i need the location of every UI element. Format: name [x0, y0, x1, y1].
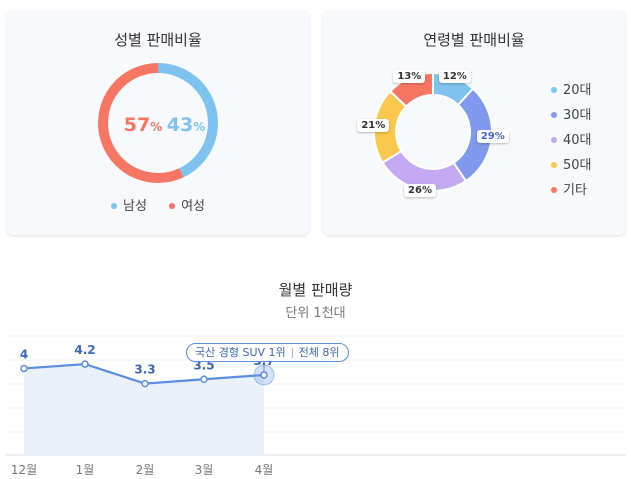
legend-label: 50대	[563, 158, 592, 173]
age-pct-label: 26%	[404, 184, 436, 198]
data-label: 3.3	[134, 363, 155, 377]
age-pct-label: 29%	[476, 130, 509, 144]
legend-dot-icon	[551, 136, 557, 143]
legend-item-age[interactable]: 40대	[551, 133, 592, 158]
line-area-fill	[24, 364, 264, 455]
x-tick-label: 3월	[195, 463, 214, 477]
gender-legend: 남성 여성	[7, 195, 309, 214]
age-chart-title: 연령별 판매비율	[423, 31, 525, 49]
data-label: 4	[20, 347, 28, 361]
data-point[interactable]	[260, 371, 268, 379]
data-point[interactable]	[81, 360, 89, 368]
data-label: 4.2	[74, 343, 95, 357]
legend-item-age[interactable]: 50대	[551, 158, 592, 183]
gender-chart-title: 성별 판매비율	[114, 31, 202, 49]
legend-label-female: 여성	[181, 199, 205, 214]
data-point[interactable]	[141, 379, 149, 388]
female-dot-icon	[169, 202, 176, 209]
rank-badge-segment: 국산 경형 SUV 1위	[195, 346, 286, 359]
legend-dot-icon	[551, 161, 557, 168]
x-tick-label: 4월	[255, 463, 274, 477]
rank-badge: 국산 경형 SUV 1위 전체 8위	[186, 343, 349, 362]
x-tick-label: 1월	[76, 463, 95, 477]
legend-label: 20대	[563, 83, 592, 98]
legend-label-male: 남성	[123, 199, 147, 214]
legend-item-age[interactable]: 기타	[551, 183, 592, 208]
legend-item-male[interactable]: 남성	[111, 195, 147, 214]
age-pct-label: 12%	[438, 69, 471, 83]
legend-item-female[interactable]: 여성	[169, 195, 205, 214]
legend-label: 40대	[563, 133, 592, 148]
legend-dot-icon	[551, 111, 557, 118]
rank-badge-total: 전체 8위	[298, 346, 340, 359]
legend-dot-icon	[551, 186, 557, 193]
x-tick-label: 12월	[11, 463, 37, 477]
badge-divider	[291, 348, 293, 358]
age-pct-label: 13%	[393, 70, 426, 84]
legend-label: 기타	[563, 183, 587, 198]
age-donut-chart	[373, 71, 493, 192]
legend-item-age[interactable]: 30대	[551, 108, 592, 133]
gender-donut-chart: 57% 43%	[98, 63, 219, 183]
monthly-chart-unit: 단위 1천대	[285, 306, 346, 321]
legend-dot-icon	[551, 86, 557, 93]
gender-slice-female[interactable]	[98, 63, 184, 183]
data-point[interactable]	[20, 364, 28, 373]
male-dot-icon	[111, 202, 117, 209]
data-point[interactable]	[200, 375, 208, 384]
age-pct-label: 21%	[357, 118, 390, 132]
legend-item-age[interactable]: 20대	[551, 83, 592, 108]
gender-ratio-card: 성별 판매비율 57% 43% 남성 여성	[7, 11, 309, 235]
legend-label: 30대	[563, 108, 592, 123]
monthly-chart-title: 월별 판매량	[278, 281, 353, 299]
gender-slice-male[interactable]	[158, 63, 219, 178]
male-pct-label: 43%	[167, 114, 205, 136]
female-pct-label: 57%	[124, 114, 162, 136]
x-tick-label: 2월	[136, 463, 155, 477]
